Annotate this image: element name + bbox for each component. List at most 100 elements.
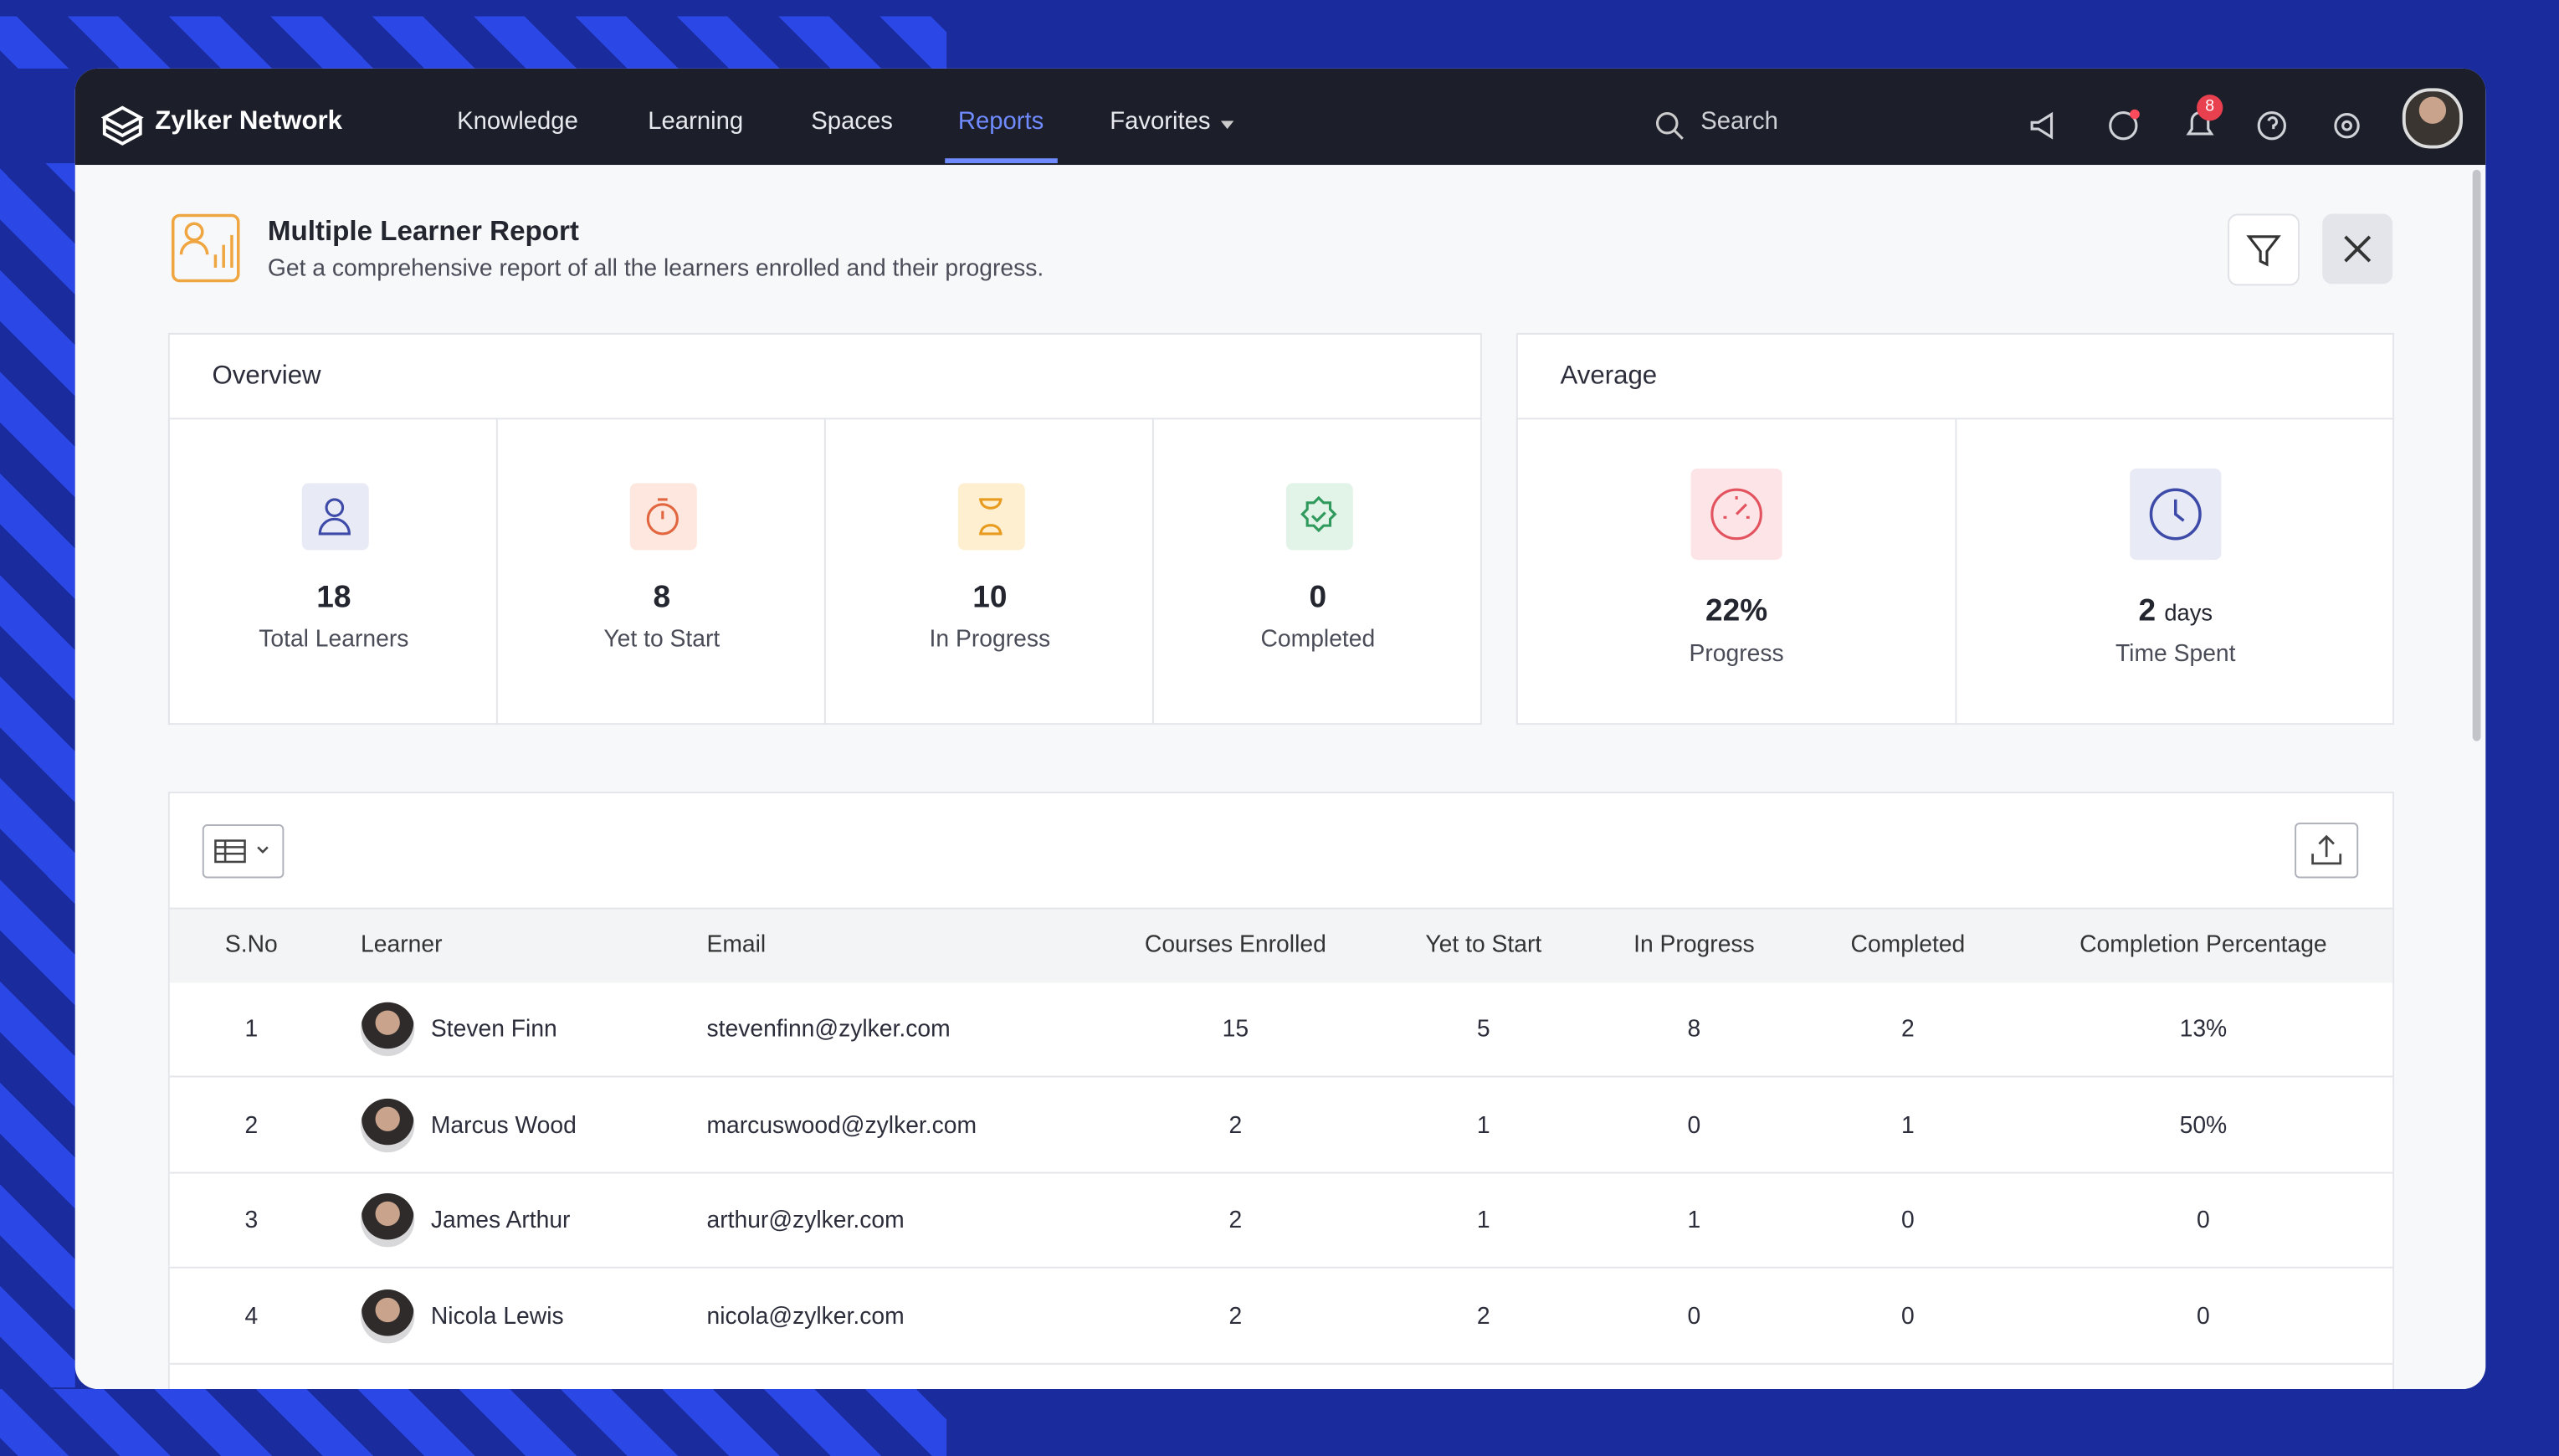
cell: nicola@zylker.com [706, 1303, 905, 1330]
user-avatar[interactable] [2402, 88, 2464, 149]
row [169, 982, 2393, 1078]
column-header: Email [706, 931, 767, 959]
column-header: Learner [361, 931, 443, 959]
scrollbar [2472, 169, 2481, 741]
stat-icon [300, 483, 368, 551]
cell: 1 [1476, 1207, 1490, 1234]
avatar [361, 1097, 415, 1152]
cell: 13% [2179, 1017, 2228, 1043]
navbar: Zylker Network Knowledge Learning Spaces… [74, 68, 2486, 166]
cell: 0 [1901, 1303, 1915, 1330]
card-title: Overview [212, 362, 321, 391]
stat-icon [956, 483, 1024, 551]
stat-label: Total Learners [259, 627, 409, 654]
nav-item[interactable]: Knowledge [457, 107, 578, 136]
avatar [361, 1192, 415, 1248]
brand[interactable]: Zylker Network [155, 107, 343, 136]
stat-icon [2130, 468, 2222, 561]
row [169, 1173, 2393, 1269]
cell: 1 [244, 1017, 259, 1043]
stat-value: 22% [1705, 594, 1768, 629]
cell[interactable]: Steven Finn [430, 1017, 557, 1043]
row [169, 1078, 2393, 1173]
window: Zylker Network Knowledge Learning Spaces… [74, 68, 2486, 1390]
decor [0, 163, 75, 1388]
nav-item[interactable]: Spaces [811, 107, 893, 136]
cell: 0 [1687, 1303, 1701, 1330]
report-subtitle: Get a comprehensive report of all the le… [267, 256, 1044, 283]
stat-unit: days [2164, 598, 2213, 626]
report-title: Multiple Learner Report [267, 215, 579, 247]
decor [0, 1389, 947, 1456]
caret [1220, 120, 1234, 130]
stat-label: In Progress [929, 627, 1051, 654]
export-button[interactable] [2295, 823, 2359, 879]
stat-icon [628, 483, 696, 551]
nav-item[interactable]: Learning [648, 107, 744, 136]
stat-label: Progress [1689, 641, 1784, 668]
stat-icon [1690, 468, 1782, 561]
cell[interactable]: Marcus Wood [430, 1112, 577, 1139]
stat-number: 2 [2138, 594, 2156, 629]
stat-label: Yet to Start [603, 627, 721, 654]
column-header[interactable]: Completion Percentage [2080, 931, 2327, 959]
cell: 3 [244, 1207, 259, 1234]
active-indicator [945, 158, 1058, 164]
cell: 2 [1228, 1303, 1243, 1330]
average-card: Average 22% Progress 2 days Time Spent [1515, 332, 2395, 725]
column-header[interactable]: Completed [1850, 931, 1966, 959]
stat: 22% Progress [1515, 418, 1956, 725]
cell: 0 [2197, 1303, 2210, 1330]
search-icon [1655, 112, 1684, 140]
view-toggle[interactable] [202, 824, 285, 879]
cell: 8 [1687, 1017, 1701, 1043]
column-header[interactable]: In Progress [1633, 931, 1755, 959]
cell: stevenfinn@zylker.com [706, 1017, 951, 1043]
report-icon [171, 213, 240, 283]
cell: 1 [1901, 1112, 1915, 1139]
cell: 5 [1476, 1017, 1490, 1043]
cell: 2 [1228, 1207, 1243, 1234]
stat: 2 days Time Spent [1955, 418, 2395, 725]
cell: 0 [1901, 1207, 1915, 1234]
stat-value: 10 [972, 581, 1008, 616]
avatar [361, 1002, 415, 1057]
overview-card: Overview 18 Total Learners 8 Yet to Start 10… [167, 332, 1482, 725]
cell: 15 [1222, 1017, 1249, 1043]
cell: 0 [2197, 1207, 2210, 1234]
cell: 2 [1228, 1112, 1243, 1139]
logo [100, 105, 144, 146]
cell[interactable]: James Arthur [430, 1207, 571, 1234]
cell: 4 [244, 1303, 259, 1330]
search[interactable]: Search [1700, 107, 1778, 136]
cell: 2 [244, 1112, 259, 1139]
cell: 0 [1687, 1112, 1701, 1139]
cell: 1 [1687, 1207, 1701, 1234]
stat: 10 In Progress [823, 418, 1154, 725]
card-title: Average [1560, 362, 1658, 391]
cell: 50% [2179, 1112, 2228, 1139]
column-header: S.No [224, 931, 278, 959]
cell[interactable]: Nicola Lewis [430, 1303, 564, 1330]
cell: arthur@zylker.com [706, 1207, 905, 1234]
stat-value: 2 days [1956, 594, 2394, 630]
stat-value: 8 [653, 581, 671, 616]
cell: 2 [1476, 1303, 1490, 1330]
filter-button[interactable] [2228, 213, 2300, 286]
close-button[interactable] [2322, 213, 2393, 285]
column-header[interactable]: Courses Enrolled [1144, 931, 1326, 959]
stat-value: 18 [316, 581, 351, 616]
row [169, 1269, 2393, 1364]
stat-icon [1285, 483, 1352, 551]
stat: 0 Completed [1151, 418, 1482, 725]
avatar [361, 1289, 415, 1343]
stat-value: 0 [1309, 581, 1327, 616]
column-header[interactable]: Yet to Start [1425, 931, 1542, 959]
stat: 18 Total Learners [167, 418, 498, 725]
stat: 8 Yet to Start [495, 418, 826, 725]
nav-item-active[interactable]: Reports [957, 107, 1044, 136]
stat-label: Completed [1260, 627, 1376, 654]
nav-item[interactable]: Favorites [1110, 107, 1211, 136]
